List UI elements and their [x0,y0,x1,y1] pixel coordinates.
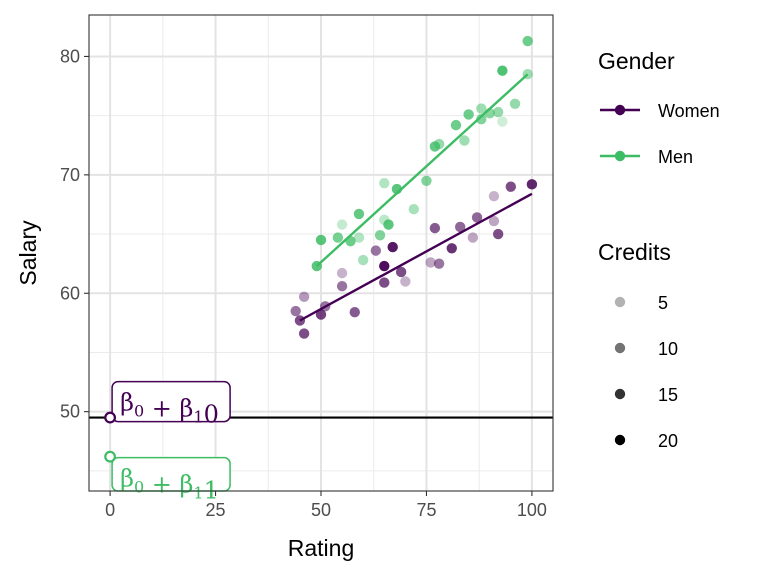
data-point-women [488,190,500,202]
data-point-women [298,291,310,303]
legend-title-credits: Credits [598,239,671,265]
legend-key-point [614,388,626,400]
data-point-men [421,175,432,186]
data-point-men [509,98,521,110]
fit-line-women [299,192,533,322]
x-tick-label: 75 [416,500,436,520]
data-point-women [320,301,331,312]
data-point-women [400,276,411,287]
legend-key-point [614,434,626,446]
annotation-box [111,380,231,423]
data-point-women [336,267,348,279]
data-point-women [467,232,479,243]
y-tick-label: 50 [60,402,80,422]
data-point-women [349,307,360,318]
data-point-men [476,103,487,114]
data-point-men [332,232,344,243]
data-point-men [357,254,369,266]
x-axis: 0 25 50 75 100 [105,491,547,520]
data-point-men [433,138,445,150]
legend-key-point [614,104,626,116]
data-point-women [471,212,483,223]
data-point-men [492,106,504,118]
intercept-marker-women [104,411,116,424]
legend-item-women: Women [600,101,720,121]
data-point-men [459,135,470,146]
data-point-women [433,258,445,269]
data-point-men [484,108,495,119]
legend-item-men: Men [600,147,693,167]
data-point-women [446,243,457,254]
legend-label: 20 [658,431,678,451]
data-point-women [315,309,327,320]
legend-item-credits: 5 [614,293,668,313]
data-point-men [522,69,533,80]
data-point-men [379,177,390,189]
data-point-women [370,245,382,256]
legend-label: Women [658,101,720,121]
data-point-women [492,228,504,240]
data-point-women [387,241,398,253]
data-point-men [353,208,365,220]
data-point-men [345,235,356,247]
x-tick-label: 0 [105,500,115,520]
y-tick-label: 60 [60,283,80,303]
data-point-men [463,109,474,120]
data-point-men [497,116,508,127]
legend-key-point [614,150,626,162]
x-axis-title: Rating [288,535,354,561]
legend-label: 5 [658,293,668,313]
data-point-women [488,215,500,227]
data-point-women [425,257,436,268]
data-point-women [379,260,390,272]
data-point-men [315,234,327,246]
data-point-women [526,179,538,190]
data-point-men [408,203,419,215]
legend-key-point [614,296,626,308]
legend-item-credits: 10 [614,339,678,359]
x-tick-label: 25 [206,500,226,520]
data-point-men [391,183,403,195]
data-point-women [455,221,466,233]
points-layer [290,35,538,339]
legend-item-credits: 15 [614,385,678,405]
y-axis-title: Salary [15,220,41,286]
data-point-men [522,35,533,47]
data-point-men [336,219,348,230]
y-tick-label: 80 [60,46,80,66]
legend-label: 10 [658,339,678,359]
data-point-women [429,222,441,234]
data-point-women [336,280,348,292]
legend-key-point [614,342,626,354]
data-point-men [374,230,386,241]
legend-label: Men [658,147,693,167]
legend-item-credits: 20 [614,431,678,451]
intercept-annotation-women: β0 + β10 [104,380,231,429]
x-tick-label: 100 [517,500,547,520]
legend: Gender Women Men Credits 5 10 15 20 [598,48,720,451]
data-point-women [290,305,301,317]
data-point-men [311,260,322,272]
y-axis: 50 60 70 80 [60,46,89,422]
annotation-label: β0 + β10 [120,389,219,429]
data-point-men [476,113,487,125]
data-point-men [450,119,462,131]
fit-lines [299,73,533,322]
data-point-men [353,232,365,243]
fit-line-men [315,73,529,267]
y-tick-label: 70 [60,165,80,185]
data-point-women [379,277,390,288]
data-point-women [505,181,517,192]
data-point-men [383,219,394,230]
data-point-women [395,266,407,278]
x-tick-label: 50 [311,500,331,520]
legend-title-gender: Gender [598,48,675,74]
data-point-men [497,65,508,76]
data-point-women [294,315,306,326]
intercept-marker-men [104,450,116,463]
legend-label: 15 [658,385,678,405]
data-point-women [298,328,310,339]
